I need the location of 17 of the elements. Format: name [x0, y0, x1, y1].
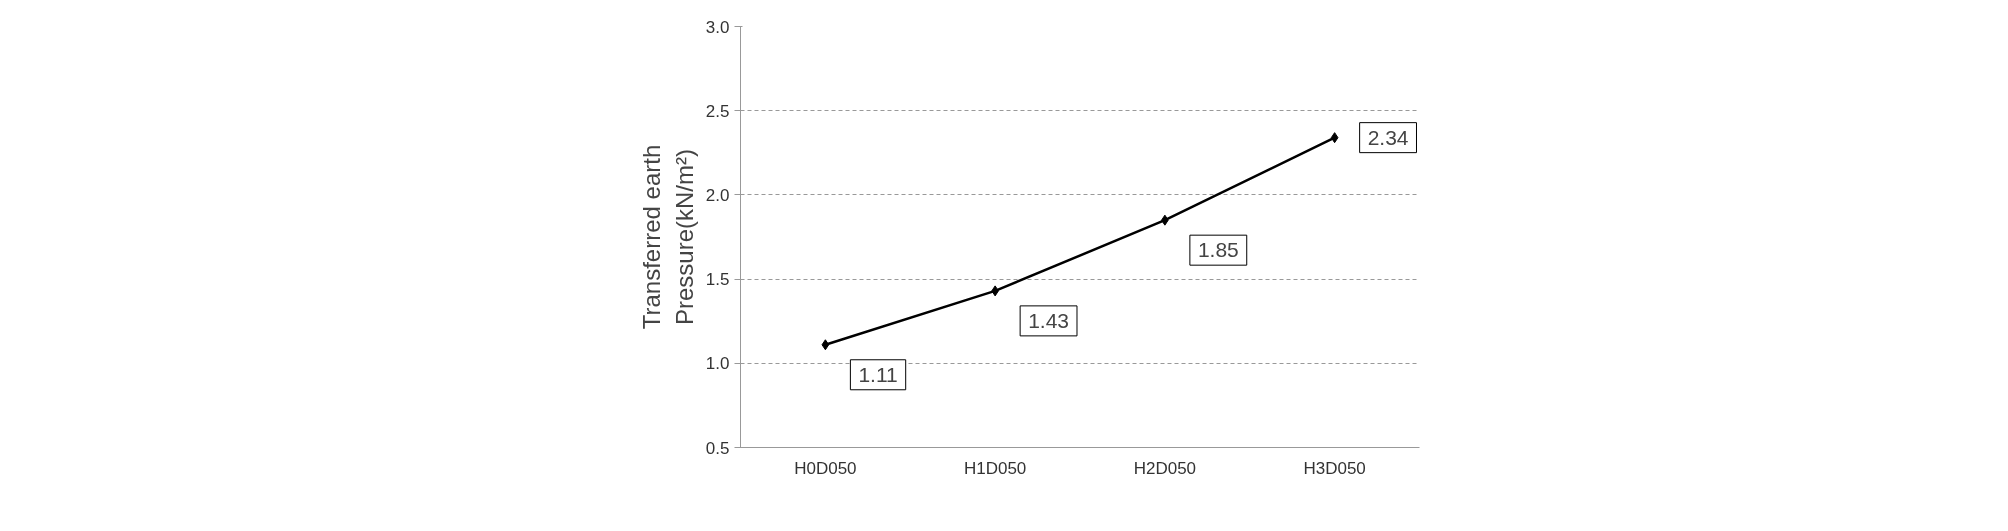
data-label: 2.34	[1367, 125, 1409, 149]
x-tick-label: H1D050	[963, 458, 1027, 478]
y-tick-label: 0.5	[705, 438, 730, 458]
y-axis-title: Transferred earth Pressure(kN/m²)	[638, 144, 698, 330]
point	[1330, 132, 1339, 144]
y-tick-label: 3.0	[705, 17, 730, 37]
y-tick-label: 1.0	[705, 354, 730, 374]
x-tick-label: H3D050	[1303, 458, 1366, 478]
y-tick-label: 1.5	[705, 270, 730, 290]
data-label: 1.43	[1028, 308, 1069, 332]
y-tick-label: 2.5	[705, 101, 730, 121]
data-label: 1.85	[1197, 238, 1239, 262]
point	[821, 339, 830, 351]
x-tick-label: H2D050	[1133, 458, 1197, 478]
x-tick-label: H0D050	[794, 458, 857, 478]
data-label: 1.11	[858, 362, 898, 386]
y-tick-label: 2.0	[705, 185, 730, 205]
